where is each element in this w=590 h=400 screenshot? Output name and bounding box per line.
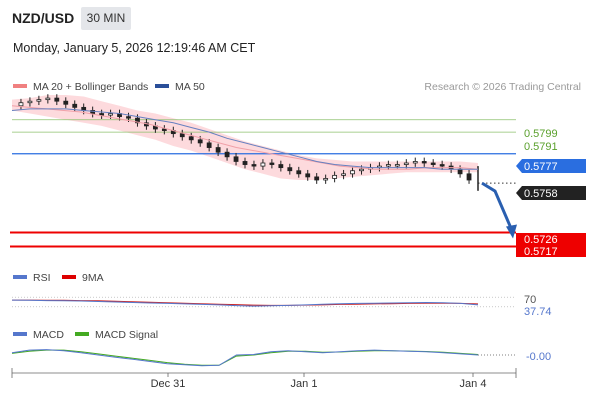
candle-body <box>215 147 221 153</box>
level-label-last: 0.5758 <box>524 188 558 200</box>
level-label-pivot: 0.5777 <box>524 161 558 173</box>
candle-body <box>359 168 364 172</box>
rsi-legend-label: RSI <box>33 272 51 284</box>
candle-body <box>269 162 275 165</box>
candle-body <box>332 174 338 179</box>
level-label-resistance: 0.5791 <box>524 141 558 153</box>
macd-signal-legend-label: MACD Signal <box>95 329 158 341</box>
candle-body <box>278 164 284 169</box>
candle-body <box>305 173 311 178</box>
candle-body <box>99 113 105 116</box>
level-tag-support <box>516 245 586 257</box>
level-label-support: 0.5717 <box>524 246 558 258</box>
candle-body <box>466 173 472 181</box>
candle-body <box>314 176 320 181</box>
level-tag-pivot <box>516 159 586 173</box>
level-tag-support <box>516 233 586 245</box>
candle-body <box>421 161 427 164</box>
candle-body <box>45 97 51 101</box>
candle-body <box>18 102 24 107</box>
level-tag-last <box>516 186 586 200</box>
candle-body <box>350 170 355 175</box>
forecast-arrowhead <box>506 224 517 239</box>
candle-body <box>296 170 302 175</box>
ma50-line <box>11 108 478 170</box>
candle-body <box>108 113 113 116</box>
candle-body <box>385 164 391 167</box>
candle-body <box>394 164 400 167</box>
candle-body <box>439 164 445 167</box>
candle-body <box>323 178 329 181</box>
candle-body <box>54 97 60 102</box>
level-label-support: 0.5726 <box>524 234 558 246</box>
macd-legend-swatch <box>13 332 27 336</box>
rsi-ma-legend-label: 9MA <box>82 272 104 284</box>
candle-body <box>126 116 131 119</box>
rsi-legend-swatch <box>13 275 27 279</box>
level-label-resistance: 0.5799 <box>524 128 558 140</box>
timeframe-button[interactable]: 30 MIN <box>81 7 131 30</box>
rsi-70-label: 70 <box>524 294 536 306</box>
candle-body <box>188 136 194 141</box>
bollinger-legend-swatch <box>13 84 27 88</box>
candle-body <box>412 161 418 164</box>
candle-body <box>251 164 257 167</box>
candle-body <box>179 133 185 138</box>
macd-line <box>11 349 479 367</box>
candle-body <box>224 151 230 158</box>
candle-body <box>430 162 436 165</box>
candle-body <box>260 162 266 167</box>
candle-body <box>161 128 167 131</box>
chart-datetime: Monday, January 5, 2026 12:19:46 AM CET <box>13 41 256 55</box>
ma50-legend-swatch <box>155 84 169 88</box>
x-tick-label: Dec 31 <box>151 378 186 390</box>
candle-body <box>206 142 212 148</box>
candle-body <box>90 110 96 114</box>
candle-body <box>27 100 33 104</box>
x-tick-label: Jan 4 <box>460 378 487 390</box>
candle-body <box>287 167 293 172</box>
candle-body <box>72 103 78 108</box>
rsi-value-label: 37.74 <box>524 306 552 318</box>
candle-body <box>63 100 69 105</box>
candle-body <box>341 173 346 176</box>
x-tick-label: Jan 1 <box>291 378 318 390</box>
candle-body <box>197 139 203 144</box>
pair-title: NZD/USD <box>12 10 75 26</box>
candle-body <box>233 156 239 162</box>
candle-body <box>242 161 248 165</box>
rsi-ma-legend-swatch <box>62 275 76 279</box>
candle-body <box>135 117 140 124</box>
macd-signal-line <box>11 349 479 366</box>
credit-text: Research © 2026 Trading Central <box>424 81 581 93</box>
ma50-legend-label: MA 50 <box>175 81 205 93</box>
macd-signal-legend-swatch <box>75 332 89 336</box>
ma20-line <box>11 105 479 170</box>
rsi-line <box>11 299 479 307</box>
candle-body <box>36 99 42 102</box>
macd-value-label: -0.00 <box>526 351 551 363</box>
macd-legend-label: MACD <box>33 329 64 341</box>
candle-body <box>403 162 409 165</box>
forecast-arrow <box>481 181 514 232</box>
candle-body <box>457 168 463 175</box>
rsi-ma-line <box>12 299 479 306</box>
bollinger-legend-label: MA 20 + Bollinger Bands <box>33 81 148 93</box>
